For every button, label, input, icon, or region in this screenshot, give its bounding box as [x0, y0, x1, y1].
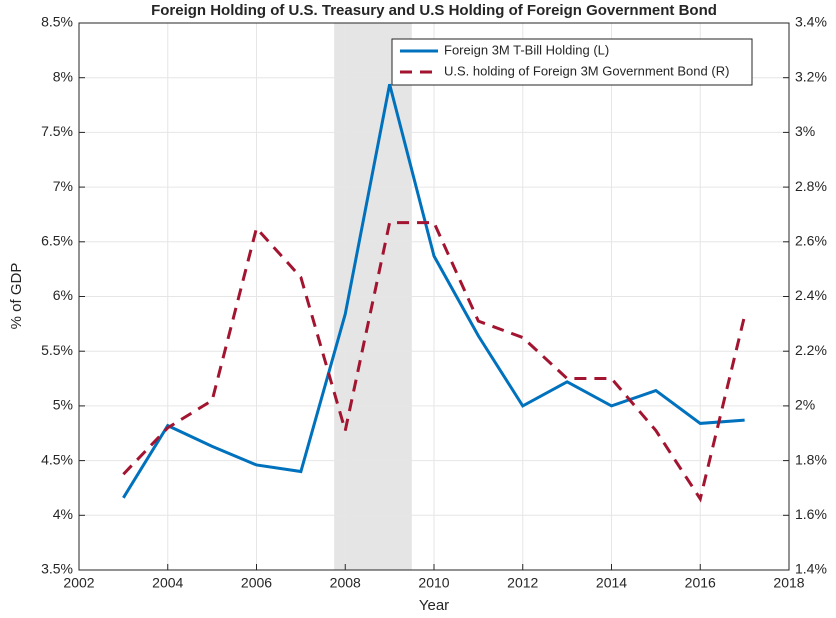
- y-axis-label: % of GDP: [8, 263, 25, 330]
- y-tick-label: 6%: [53, 287, 73, 303]
- y-tick-label: 5%: [53, 397, 73, 413]
- legend-label: Foreign 3M T-Bill Holding (L): [444, 42, 609, 57]
- x-tick-label: 2008: [330, 575, 361, 591]
- y2-tick-label: 2%: [795, 397, 815, 413]
- x-tick-label: 2016: [685, 575, 716, 591]
- x-axis-label: Year: [419, 597, 449, 614]
- y-tick-label: 6.5%: [41, 233, 73, 249]
- y-tick-label: 7.5%: [41, 123, 73, 139]
- y2-tick-label: 1.8%: [795, 451, 827, 467]
- chart-title: Foreign Holding of U.S. Treasury and U.S…: [151, 2, 717, 19]
- y-tick-label: 8%: [53, 68, 73, 84]
- x-tick-label: 2004: [152, 575, 183, 591]
- y2-tick-label: 2.6%: [795, 233, 827, 249]
- y2-tick-label: 2.2%: [795, 342, 827, 358]
- y2-tick-label: 1.6%: [795, 506, 827, 522]
- x-tick-label: 2006: [241, 575, 272, 591]
- x-tick-label: 2018: [773, 575, 804, 591]
- x-tick-label: 2012: [507, 575, 538, 591]
- series-line: [122, 83, 745, 499]
- series-line: [122, 221, 747, 503]
- x-tick-label: 2014: [596, 575, 627, 591]
- y-tick-label: 4%: [53, 506, 73, 522]
- y2-tick-label: 3%: [795, 123, 815, 139]
- y-tick-label: 4.5%: [41, 451, 73, 467]
- plot-frame: [78, 22, 790, 571]
- y2-tick-label: 3.2%: [795, 68, 827, 84]
- y-tick-label: 5.5%: [41, 342, 73, 358]
- y-tick-label: 8.5%: [41, 14, 73, 30]
- legend-label: U.S. holding of Foreign 3M Government Bo…: [444, 63, 729, 78]
- y2-tick-label: 3.4%: [795, 14, 827, 30]
- y2-tick-label: 1.4%: [795, 561, 827, 577]
- y2-tick-label: 2.8%: [795, 178, 827, 194]
- x-tick-label: 2002: [63, 575, 94, 591]
- x-tick-label: 2010: [418, 575, 449, 591]
- y-tick-label: 3.5%: [41, 561, 73, 577]
- y-tick-label: 7%: [53, 178, 73, 194]
- y2-tick-label: 2.4%: [795, 287, 827, 303]
- legend-box: [391, 38, 753, 86]
